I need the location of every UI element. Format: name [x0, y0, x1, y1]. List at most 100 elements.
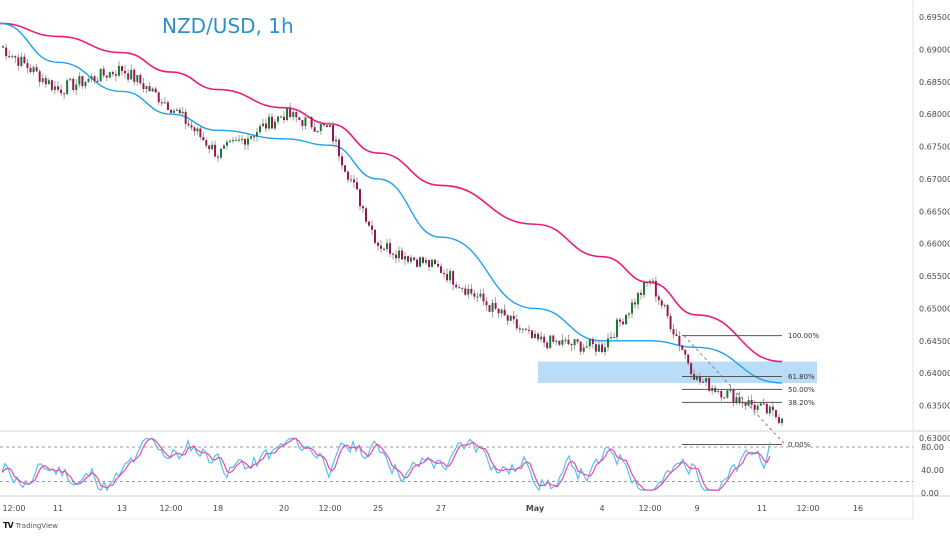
- candlestick: [485, 301, 488, 306]
- candlestick: [549, 335, 552, 349]
- candlestick: [594, 344, 597, 352]
- candlestick: [63, 93, 66, 95]
- candlestick: [488, 305, 491, 312]
- candlestick: [220, 148, 222, 158]
- candlestick: [93, 76, 96, 81]
- candlestick: [726, 390, 729, 398]
- candlestick: [530, 330, 533, 338]
- candlestick: [271, 116, 273, 129]
- candlestick: [23, 56, 26, 64]
- candlestick: [604, 347, 606, 353]
- candlestick: [446, 273, 449, 281]
- fib-level-label: 0.00%: [788, 441, 811, 449]
- candlestick: [124, 70, 127, 74]
- candlestick: [241, 138, 243, 140]
- candlestick: [298, 117, 301, 120]
- candlestick: [588, 339, 591, 347]
- candlestick: [383, 248, 385, 250]
- candlestick: [518, 328, 521, 330]
- candlestick: [117, 65, 120, 76]
- candlestick: [127, 73, 130, 80]
- candlestick: [8, 56, 11, 58]
- price-axis-label: 0.67000: [919, 175, 950, 184]
- candlestick: [634, 302, 636, 305]
- candlestick: [527, 329, 530, 331]
- candlestick: [26, 63, 29, 68]
- candlestick: [151, 88, 154, 92]
- candlestick: [187, 123, 190, 126]
- candlestick: [582, 347, 585, 352]
- candlestick: [329, 125, 331, 127]
- candlestick: [657, 296, 660, 301]
- candlestick: [41, 78, 44, 82]
- candlestick: [265, 123, 267, 129]
- candlestick: [184, 111, 187, 124]
- candlestick: [637, 292, 639, 305]
- candlestick: [570, 344, 573, 346]
- candlestick: [506, 315, 509, 321]
- candlestick: [675, 334, 678, 337]
- fast-moving-average-line: [0, 22, 783, 384]
- candlestick: [356, 182, 358, 190]
- candlestick: [50, 80, 53, 90]
- fib-trend-dashed-line[interactable]: [683, 335, 786, 445]
- candlestick: [591, 339, 594, 345]
- candlestick: [699, 376, 702, 382]
- price-axis-label: 0.67500: [919, 143, 950, 152]
- candlestick: [175, 109, 178, 111]
- time-axis-label: 18: [213, 504, 223, 513]
- time-axis-label: 4: [599, 504, 604, 513]
- tradingview-brand[interactable]: TV TradingView: [3, 521, 58, 530]
- price-axis-label: 0.66500: [919, 207, 950, 216]
- candlestick: [57, 86, 59, 90]
- candlestick: [259, 126, 261, 133]
- price-axis-label: 0.68500: [919, 78, 950, 87]
- candlestick: [663, 305, 666, 307]
- candlestick: [651, 280, 654, 282]
- candlestick: [515, 319, 518, 329]
- candlestick: [310, 117, 313, 128]
- candlestick: [524, 328, 527, 330]
- candlestick: [768, 406, 771, 414]
- candlestick: [389, 243, 391, 254]
- candlestick: [277, 116, 279, 122]
- candlestick: [613, 337, 615, 339]
- candlestick: [461, 287, 464, 289]
- candlestick: [419, 257, 421, 267]
- candlestick: [479, 293, 482, 297]
- candlestick: [601, 344, 603, 353]
- candlestick: [5, 47, 8, 57]
- candlestick: [585, 346, 588, 348]
- candlestick: [170, 109, 172, 113]
- price-axis-label: 0.64500: [919, 337, 950, 346]
- candlestick: [377, 242, 379, 246]
- candlestick: [20, 56, 23, 66]
- candlestick: [622, 321, 624, 325]
- candlestick: [597, 344, 600, 352]
- time-axis-label: 12:00: [2, 504, 25, 513]
- candlestick: [178, 109, 181, 114]
- candlestick: [771, 406, 774, 411]
- price-axis-label: 0.69000: [919, 45, 950, 54]
- candlestick: [157, 92, 160, 103]
- candlestick: [211, 144, 214, 150]
- candlestick: [66, 80, 69, 94]
- candlestick: [274, 121, 276, 129]
- fib-level-label: 38.20%: [788, 399, 815, 407]
- candlestick: [753, 404, 756, 410]
- candlestick: [368, 221, 370, 226]
- slow-moving-average-line: [0, 22, 783, 363]
- candlestick: [154, 88, 157, 93]
- support-zone[interactable]: [538, 361, 817, 383]
- candlestick: [672, 329, 675, 335]
- candlestick: [428, 260, 430, 267]
- candlestick: [130, 69, 133, 80]
- candlestick: [235, 139, 237, 141]
- candlestick: [781, 418, 783, 424]
- candlestick: [226, 142, 228, 146]
- candlestick: [286, 108, 289, 121]
- candlestick: [720, 390, 723, 398]
- candlestick: [332, 125, 334, 142]
- candlestick: [567, 339, 570, 345]
